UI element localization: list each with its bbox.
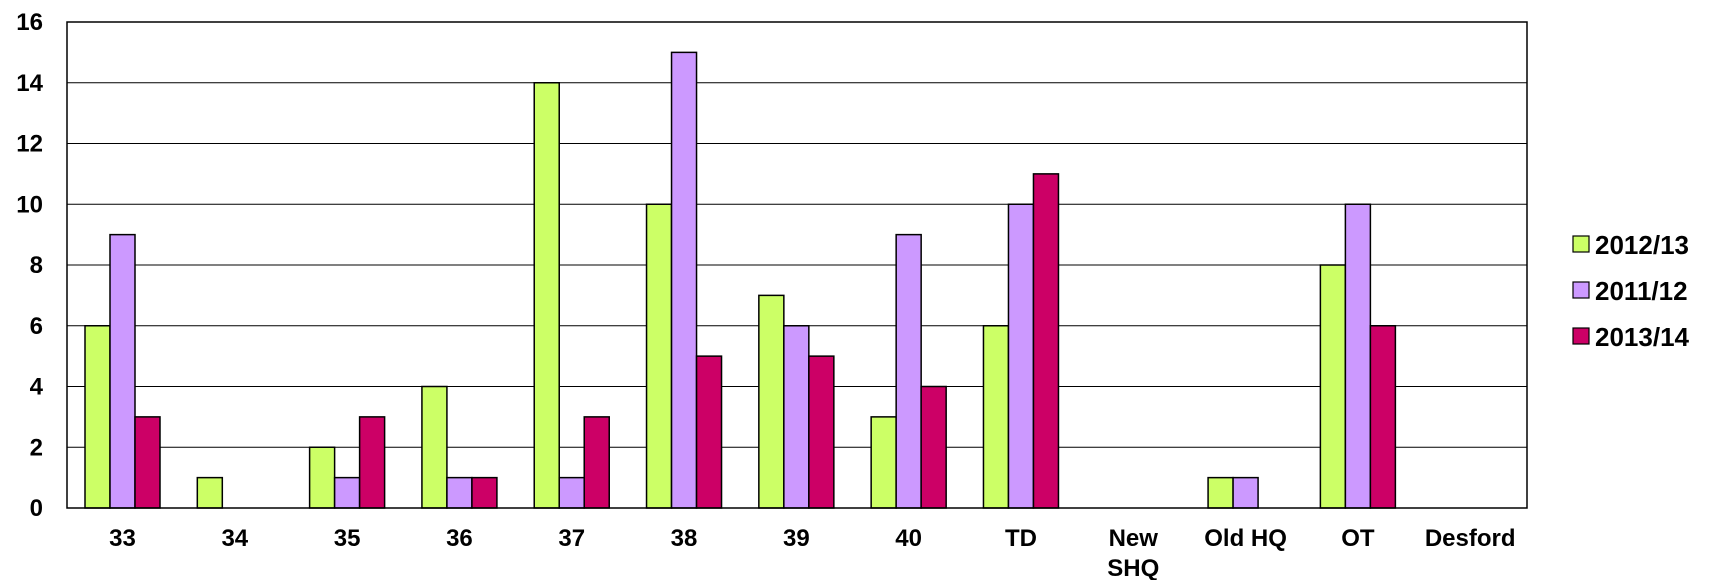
bar-2011/12-35 bbox=[333, 476, 361, 509]
bar-2012/13-34 bbox=[196, 476, 224, 509]
bar-2013/14-36 bbox=[471, 476, 498, 509]
legend-swatch-2012/13 bbox=[1572, 235, 1590, 253]
bar-2011/12-OT bbox=[1344, 203, 1372, 509]
x-category-label: 38 bbox=[671, 525, 698, 552]
x-category-label: New SHQ bbox=[1107, 525, 1159, 580]
bar-2013/14-38 bbox=[695, 355, 723, 509]
x-category-label: 36 bbox=[446, 525, 473, 552]
bar-2013/14-33 bbox=[134, 416, 161, 509]
bars bbox=[84, 51, 1397, 509]
x-category-label: Old HQ bbox=[1204, 525, 1287, 552]
bar-2012/13-37 bbox=[533, 82, 560, 509]
legend-swatch-2013/14 bbox=[1572, 327, 1590, 345]
bar-2012/13-TD bbox=[982, 325, 1010, 509]
bar-2012/13-33 bbox=[84, 325, 111, 509]
bar-2012/13-Old HQ bbox=[1207, 476, 1234, 509]
bar-2011/12-TD bbox=[1007, 203, 1035, 509]
y-tick-label: 10 bbox=[16, 191, 43, 218]
y-tick-label: 16 bbox=[16, 9, 43, 36]
y-tick-label: 4 bbox=[30, 374, 44, 401]
legend: 2012/13 2011/12 2013/14 bbox=[1572, 230, 1690, 352]
legend-swatch-2011/12 bbox=[1572, 281, 1590, 299]
x-axis-categories: 33 34 35 36 37 38 39 40 TD New SHQ Old HQ OT Desford bbox=[109, 525, 1515, 580]
bar-2013/14-OT bbox=[1369, 325, 1397, 509]
bar-2011/12-Old HQ bbox=[1232, 476, 1259, 509]
bar-2011/12-33 bbox=[109, 233, 136, 509]
x-category-label: OT bbox=[1341, 525, 1375, 552]
x-category-label: 39 bbox=[783, 525, 810, 552]
y-tick-label: 2 bbox=[30, 434, 43, 461]
bar-2013/14-40 bbox=[920, 385, 947, 509]
bar-2013/14-TD bbox=[1032, 173, 1060, 509]
x-category-label: 37 bbox=[558, 525, 585, 552]
y-tick-label: 0 bbox=[30, 495, 43, 522]
y-tick-label: 14 bbox=[16, 70, 43, 97]
legend-label: 2012/13 bbox=[1595, 230, 1689, 260]
y-tick-label: 6 bbox=[30, 313, 43, 340]
bar-2013/14-39 bbox=[808, 355, 835, 509]
x-category-label: 40 bbox=[895, 525, 922, 552]
legend-label: 2011/12 bbox=[1595, 276, 1688, 306]
legend-label: 2013/14 bbox=[1595, 322, 1690, 352]
bar-2012/13-38 bbox=[645, 203, 673, 509]
bar-2012/13-OT bbox=[1319, 264, 1347, 509]
bar-2013/14-35 bbox=[358, 416, 386, 509]
y-tick-label: 8 bbox=[30, 252, 43, 279]
x-category-label: TD bbox=[1005, 525, 1037, 552]
bar-2011/12-36 bbox=[446, 476, 473, 509]
x-category-label: 33 bbox=[109, 525, 136, 552]
bar-2013/14-37 bbox=[583, 416, 610, 509]
bar-2011/12-39 bbox=[783, 325, 810, 509]
x-category-label: Desford bbox=[1425, 525, 1516, 552]
bar-2012/13-35 bbox=[308, 446, 336, 509]
bar-2011/12-38 bbox=[670, 51, 698, 509]
bar-2011/12-37 bbox=[558, 476, 585, 509]
bar-2011/12-40 bbox=[895, 233, 922, 509]
x-category-label: 35 bbox=[334, 525, 361, 552]
bar-2012/13-36 bbox=[421, 385, 448, 509]
x-category-label: 34 bbox=[221, 525, 248, 552]
y-axis-ticks: 0 2 4 6 8 10 12 14 16 bbox=[16, 9, 43, 522]
bar-2012/13-40 bbox=[870, 416, 897, 509]
y-tick-label: 12 bbox=[16, 131, 43, 158]
plot-area-border bbox=[66, 21, 1528, 509]
bar-2012/13-39 bbox=[758, 294, 785, 509]
